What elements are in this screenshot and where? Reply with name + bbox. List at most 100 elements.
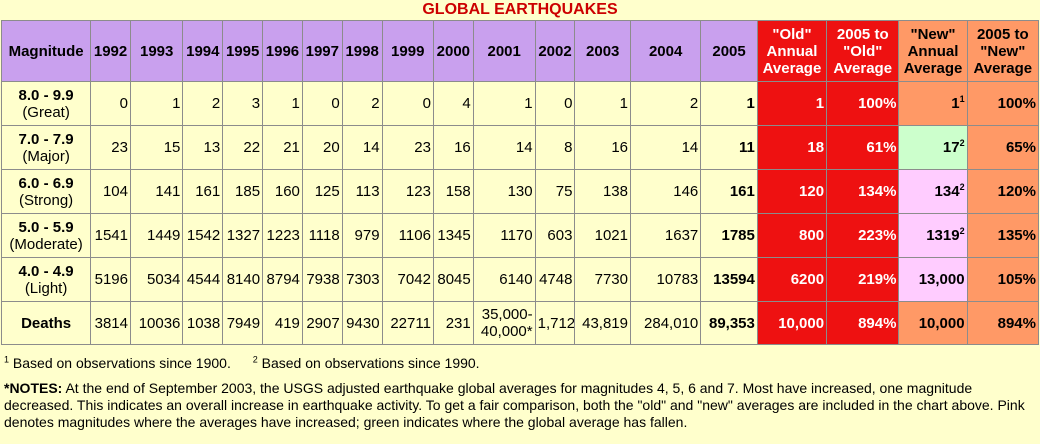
magnitude-cell: 4.0 - 4.9 (Light) xyxy=(2,258,91,301)
footnote-2-text: Based on observations since 1990. xyxy=(261,355,480,371)
header-year: 2003 xyxy=(575,21,630,81)
new-average-value: 13,000 xyxy=(918,271,965,288)
old-average: 800 xyxy=(757,214,827,257)
year-value: 1118 xyxy=(302,214,342,257)
year-value: 1 xyxy=(263,82,302,125)
magnitude-range: 7.0 - 7.9 xyxy=(18,130,74,148)
header-magnitude: Magnitude xyxy=(2,21,91,81)
header-year: 2004 xyxy=(631,21,701,81)
magnitude-name: (Moderate) xyxy=(9,235,83,253)
value-2005: 13594 xyxy=(701,258,757,301)
magnitude-range: 8.0 - 9.9 xyxy=(18,86,74,104)
year-value: 1637 xyxy=(631,214,701,257)
new-average: 1342 xyxy=(899,170,967,213)
year-value: 1 xyxy=(130,82,183,125)
year-value: 141 xyxy=(130,170,183,213)
year-value: 14 xyxy=(631,126,701,169)
deaths-pct-new: 894% xyxy=(967,302,1038,344)
deaths-label: Deaths xyxy=(2,302,91,344)
notes-label: *NOTES: xyxy=(4,380,63,396)
header-year: 1994 xyxy=(183,21,223,81)
year-value: 1021 xyxy=(575,214,630,257)
new-average: 11 xyxy=(899,82,967,125)
magnitude-name: (Light) xyxy=(24,279,68,297)
deaths-value: 1,712 xyxy=(535,302,575,344)
year-value: 1541 xyxy=(91,214,130,257)
header-year: 1995 xyxy=(223,21,263,81)
year-value: 14 xyxy=(473,126,535,169)
notes-paragraph: *NOTES: At the end of September 2003, th… xyxy=(4,380,1034,431)
footnote-2: 2 Based on observations since 1990. xyxy=(253,355,480,371)
deaths-value: 2907 xyxy=(302,302,342,344)
header-year: 1999 xyxy=(382,21,433,81)
pct-new: 65% xyxy=(967,126,1038,169)
year-value: 4 xyxy=(433,82,473,125)
year-value: 7938 xyxy=(302,258,342,301)
pct-old: 219% xyxy=(827,258,899,301)
table-body: 8.0 - 9.9 (Great) 0 1 2 3 1 0 2 0 4 1 0 1 2 1 1 100% 11 100… xyxy=(2,82,1038,344)
new-average-value: 17 xyxy=(942,139,960,156)
new-average-footnote: 2 xyxy=(959,226,965,236)
year-value: 185 xyxy=(223,170,263,213)
year-value: 8 xyxy=(535,126,575,169)
new-average-value: 134 xyxy=(934,183,960,200)
new-average-value: 1 xyxy=(951,95,960,112)
year-value: 14 xyxy=(342,126,382,169)
year-value: 16 xyxy=(575,126,630,169)
footnote-1: 1 Based on observations since 1900. xyxy=(4,355,231,371)
year-value: 2 xyxy=(183,82,223,125)
new-average: 13,000 xyxy=(899,258,967,301)
table-row: 7.0 - 7.9 (Major) 23 15 13 22 21 20 14 23 16 14 8 16 1… xyxy=(2,126,1038,169)
deaths-row: Deaths 3814 10036 1038 7949 419 2907 9430 22711 2… xyxy=(2,302,1038,344)
year-value: 5196 xyxy=(91,258,130,301)
year-value: 7042 xyxy=(382,258,433,301)
deaths-value: 419 xyxy=(263,302,302,344)
year-value: 125 xyxy=(302,170,342,213)
table-row: 4.0 - 4.9 (Light) 5196 5034 4544 8140 8794 7938… xyxy=(2,258,1038,301)
earthquake-table: Magnitude 1992 1993 1994 1995 1996 1997 … xyxy=(1,20,1039,345)
year-value: 15 xyxy=(130,126,183,169)
table-row: 6.0 - 6.9 (Strong) 104 141 161 185 160 125 113 12… xyxy=(2,170,1038,213)
magnitude-cell: 8.0 - 9.9 (Great) xyxy=(2,82,91,125)
deaths-value: 9430 xyxy=(342,302,382,344)
pct-old: 223% xyxy=(827,214,899,257)
header-2005-to-old: 2005 to "Old" Average xyxy=(827,21,899,81)
deaths-value: 231 xyxy=(433,302,473,344)
magnitude-cell: 7.0 - 7.9 (Major) xyxy=(2,126,91,169)
year-value: 1449 xyxy=(130,214,183,257)
table-row: 8.0 - 9.9 (Great) 0 1 2 3 1 0 2 0 4 1 0 1 2 1 1 100% 11 100… xyxy=(2,82,1038,125)
old-average: 1 xyxy=(757,82,827,125)
old-average: 120 xyxy=(757,170,827,213)
header-year: 2000 xyxy=(433,21,473,81)
notes-text: At the end of September 2003, the USGS a… xyxy=(4,380,1025,430)
header-year: 1996 xyxy=(263,21,302,81)
table-row: 5.0 - 5.9 (Moderate) 1541 1449 1542 1327 1223 1… xyxy=(2,214,1038,257)
new-average: 13192 xyxy=(899,214,967,257)
new-average-footnote: 2 xyxy=(959,138,965,148)
year-value: 158 xyxy=(433,170,473,213)
footnote-2-marker: 2 xyxy=(252,354,258,365)
year-value: 23 xyxy=(91,126,130,169)
pct-old: 100% xyxy=(827,82,899,125)
year-value: 1345 xyxy=(433,214,473,257)
header-year: 2002 xyxy=(535,21,575,81)
magnitude-range: 5.0 - 5.9 xyxy=(18,218,74,236)
year-value: 23 xyxy=(382,126,433,169)
deaths-value: 35,000-40,000* xyxy=(473,302,535,344)
year-value: 7303 xyxy=(342,258,382,301)
year-value: 603 xyxy=(535,214,575,257)
year-value: 2 xyxy=(342,82,382,125)
year-value: 1 xyxy=(473,82,535,125)
value-2005: 161 xyxy=(701,170,757,213)
year-value: 22 xyxy=(223,126,263,169)
deaths-value: 10036 xyxy=(130,302,183,344)
year-value: 6140 xyxy=(473,258,535,301)
year-value: 123 xyxy=(382,170,433,213)
pct-new: 135% xyxy=(967,214,1038,257)
magnitude-range: 4.0 - 4.9 xyxy=(18,262,74,280)
year-value: 104 xyxy=(91,170,130,213)
old-average: 18 xyxy=(757,126,827,169)
year-value: 13 xyxy=(183,126,223,169)
year-value: 7730 xyxy=(575,258,630,301)
old-average: 6200 xyxy=(757,258,827,301)
